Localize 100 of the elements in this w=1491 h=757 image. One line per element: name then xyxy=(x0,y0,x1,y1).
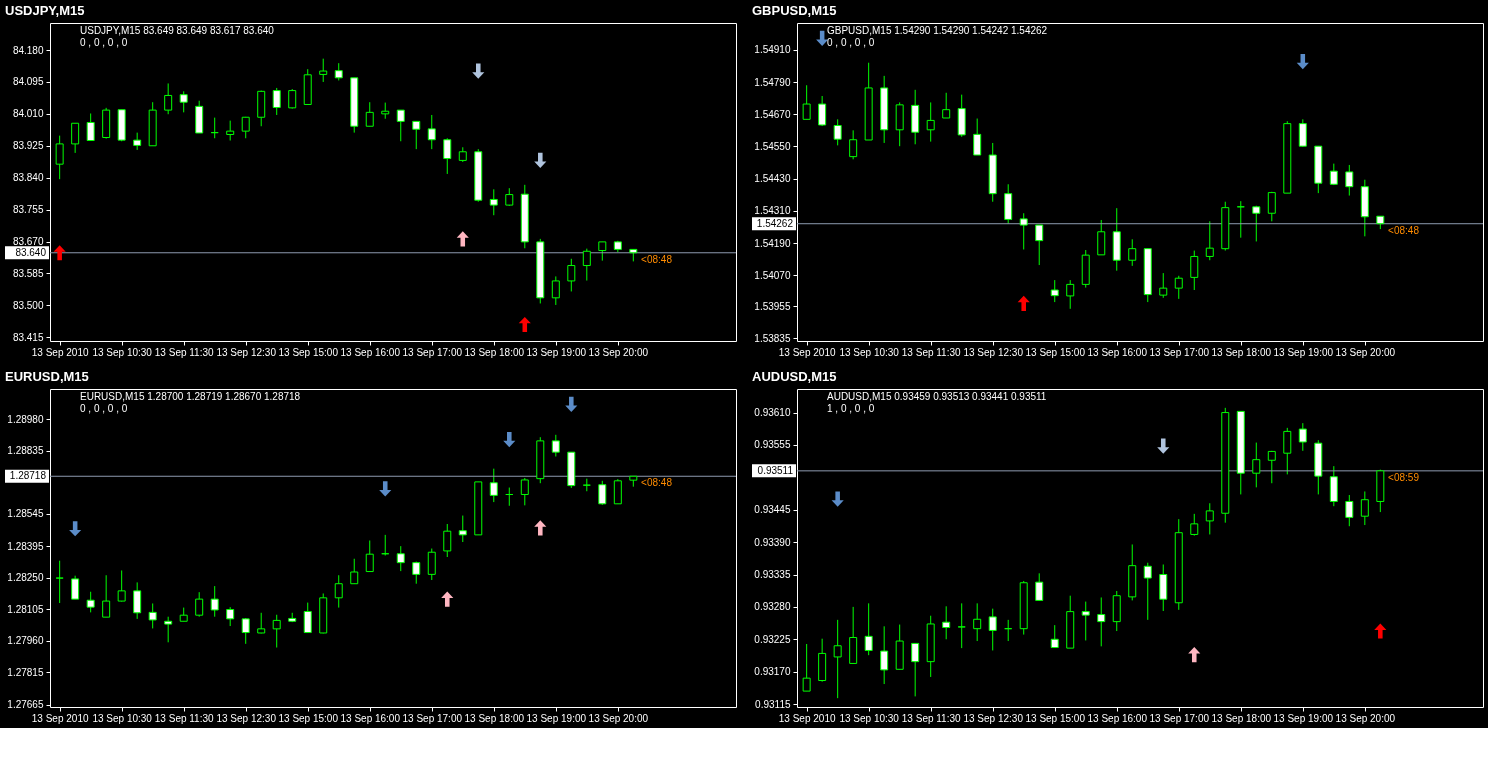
chart-title: USDJPY,M15 xyxy=(5,3,85,18)
candlestick xyxy=(458,515,467,543)
y-tick-label: 83.755 xyxy=(12,204,44,216)
y-tick-label: 0.93555 xyxy=(754,439,791,451)
candlestick xyxy=(427,548,436,581)
x-tick-label: 13 Sep 18:00 xyxy=(1211,712,1272,724)
point xyxy=(534,520,547,536)
candlestick xyxy=(1128,238,1137,267)
y-tick-label: 83.585 xyxy=(12,267,44,279)
y-tick-label: 1.28835 xyxy=(7,445,44,457)
candlestick xyxy=(613,478,622,505)
x-tick-label: 13 Sep 2010 xyxy=(778,712,836,724)
candlestick xyxy=(911,642,920,697)
candlestick xyxy=(973,118,982,156)
x-tick-label: 13 Sep 15:00 xyxy=(1025,712,1086,724)
point xyxy=(534,152,547,168)
y-tick-label: 83.500 xyxy=(12,299,44,311)
y-tick-label: 1.53835 xyxy=(754,332,791,344)
candlestick xyxy=(864,602,873,656)
point xyxy=(441,591,454,607)
y-tick-label: 1.53955 xyxy=(754,300,791,312)
x-tick-label: 13 Sep 20:00 xyxy=(588,712,649,724)
candlestick xyxy=(1066,279,1075,310)
candlestick xyxy=(880,625,889,685)
candlestick xyxy=(489,188,498,216)
candlestick xyxy=(164,82,173,115)
candlestick xyxy=(1035,572,1044,602)
annotation: 0 , 0 , 0 , 0 xyxy=(80,403,128,414)
x-tick-label: 13 Sep 16:00 xyxy=(1087,712,1148,724)
point xyxy=(1017,295,1030,312)
ref-line-label: 1.54262 xyxy=(756,217,794,229)
point xyxy=(1374,623,1387,639)
candlestick xyxy=(1360,490,1369,526)
candlestick xyxy=(1205,502,1214,535)
annotation: <08:59 xyxy=(1388,471,1420,483)
candlestick xyxy=(365,540,374,573)
y-tick-label: 1.28395 xyxy=(7,540,44,552)
candlestick xyxy=(802,643,811,692)
y-tick-label: 0.93170 xyxy=(754,666,791,678)
candlestick xyxy=(926,101,935,143)
candlestick xyxy=(833,118,842,146)
x-tick-label: 13 Sep 19:00 xyxy=(1273,346,1334,358)
candlestick xyxy=(86,591,95,613)
candlestick xyxy=(1174,275,1183,300)
annotation: 0 , 0 , 0 , 0 xyxy=(80,37,128,48)
candlestick xyxy=(443,137,452,175)
x-tick-label: 13 Sep 12:30 xyxy=(963,712,1024,724)
x-tick-label: 13 Sep 12:30 xyxy=(216,346,277,358)
x-tick-label: 13 Sep 17:00 xyxy=(402,712,463,724)
ref-line-label: 83.640 xyxy=(15,246,47,258)
x-tick-label: 13 Sep 11:30 xyxy=(901,712,961,724)
candlestick xyxy=(1298,422,1307,452)
x-tick-label: 13 Sep 17:00 xyxy=(402,346,463,358)
candlestick xyxy=(1267,450,1276,484)
candlestick xyxy=(489,468,498,503)
y-tick-label: 1.54670 xyxy=(754,108,791,120)
y-tick-label: 0.93610 xyxy=(754,407,791,419)
candlestick xyxy=(1205,220,1214,261)
candlestick xyxy=(117,569,126,603)
x-tick-label: 13 Sep 12:30 xyxy=(216,712,277,724)
y-tick-label: 1.54790 xyxy=(754,76,791,88)
candlestick xyxy=(288,88,297,110)
y-tick-label: 1.54310 xyxy=(754,205,791,217)
candlestick xyxy=(551,275,560,306)
chart-title: GBPUSD,M15 xyxy=(752,3,837,18)
candlestick xyxy=(443,523,452,558)
annotation: 1 , 0 , 0 , 0 xyxy=(827,403,875,414)
candlestick xyxy=(71,575,80,600)
x-tick-label: 13 Sep 20:00 xyxy=(588,346,649,358)
candlestick xyxy=(833,619,842,699)
candlestick xyxy=(1190,513,1199,537)
candlestick xyxy=(567,258,576,292)
annotation: <08:48 xyxy=(1388,224,1420,236)
candlestick xyxy=(148,602,157,629)
candlestick xyxy=(1190,250,1199,291)
y-tick-label: 0.93280 xyxy=(754,601,791,613)
candlestick xyxy=(1345,164,1354,197)
y-tick-label: 0.93335 xyxy=(754,569,791,580)
annotation: GBPUSD,M15 1.54290 1.54290 1.54242 1.54262 xyxy=(827,25,1048,36)
x-tick-label: 13 Sep 11:30 xyxy=(154,346,214,358)
x-tick-label: 13 Sep 20:00 xyxy=(1335,712,1396,724)
candlestick xyxy=(942,605,951,640)
y-tick-label: 83.840 xyxy=(12,172,44,184)
y-tick-label: 0.93390 xyxy=(754,536,791,548)
candlestick xyxy=(412,120,421,150)
candlestick xyxy=(849,129,858,160)
x-tick-label: 13 Sep 15:00 xyxy=(278,346,339,358)
x-tick-label: 13 Sep 12:30 xyxy=(963,346,1024,358)
candlestick xyxy=(973,602,982,642)
candlestick xyxy=(1143,562,1152,621)
y-tick-label: 1.54070 xyxy=(754,269,791,281)
point xyxy=(831,491,844,507)
candlestick xyxy=(86,112,95,142)
x-tick-label: 13 Sep 10:30 xyxy=(92,346,153,358)
candlestick xyxy=(1019,212,1028,250)
y-tick-label: 83.670 xyxy=(12,236,44,248)
point xyxy=(472,63,485,79)
x-tick-label: 13 Sep 10:30 xyxy=(839,346,900,358)
point xyxy=(379,481,392,497)
y-tick-label: 1.54190 xyxy=(754,237,791,249)
